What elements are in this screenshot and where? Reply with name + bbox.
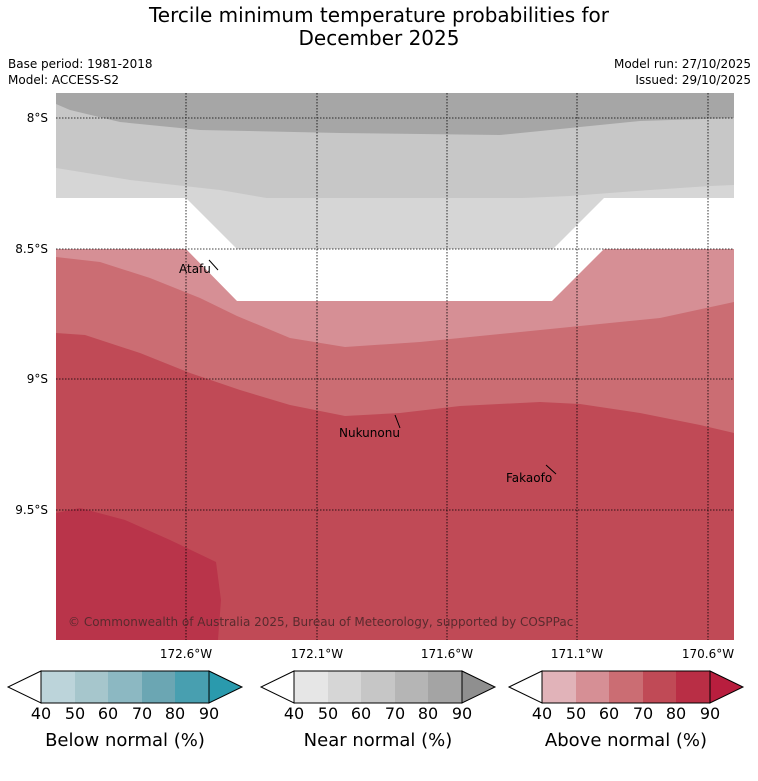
meta-right: Model run: 27/10/2025 Issued: 29/10/2025: [614, 56, 751, 88]
below-normal-swatch-80: [175, 671, 209, 703]
near-normal-swatch-40: [294, 671, 328, 703]
lat-label-8-5s: 8.5°S: [15, 242, 48, 256]
colorbar-near-normal: [259, 670, 497, 704]
tick: 40: [30, 704, 52, 723]
tick: 70: [384, 704, 406, 723]
near-normal-label: Near normal (%): [303, 730, 453, 751]
above-normal-80-area: [56, 508, 221, 640]
below-normal-swatch-70: [142, 671, 175, 703]
colorbar-above-normal: [507, 670, 745, 704]
above-normal-swatch-80: [676, 671, 710, 703]
below-normal-swatch-50: [75, 671, 108, 703]
tick: 50: [317, 704, 339, 723]
near-normal-80-area: [56, 93, 734, 135]
tick: 60: [598, 704, 620, 723]
above-normal-swatch-50: [576, 671, 609, 703]
tick: 80: [164, 704, 186, 723]
near-normal-50-atoll: [186, 198, 604, 249]
below-normal-label: Below normal (%): [45, 730, 205, 751]
above-normal-70-area: [56, 333, 734, 640]
lat-label-9s: 9°S: [26, 372, 48, 386]
tick: 60: [97, 704, 119, 723]
above-normal-min-arrow: [507, 670, 543, 704]
title-line-1: Tercile minimum temperature probabilitie…: [148, 3, 610, 27]
issued-date: Issued: 29/10/2025: [635, 73, 751, 87]
tick: 70: [632, 704, 654, 723]
lon-label-172-1w: 172.1°W: [290, 647, 344, 661]
near-normal-swatch-70: [395, 671, 428, 703]
above-normal-label: Above normal (%): [544, 730, 708, 751]
below-normal-min-arrow: [6, 670, 42, 704]
nukunonu-marker: [394, 414, 401, 429]
lon-label-171-6w: 171.6°W: [420, 647, 474, 661]
tick: 40: [283, 704, 305, 723]
model-run: Model run: 27/10/2025: [613, 57, 751, 71]
above-normal-max-arrow: [709, 670, 745, 704]
title-line-2: December 2025: [298, 26, 460, 50]
lon-label-170-6w: 170.6°W: [681, 647, 735, 661]
tick: 50: [64, 704, 86, 723]
lon-label-172-6w: 172.6°W: [159, 647, 213, 661]
tick: 40: [531, 704, 553, 723]
below-normal-swatch-40: [41, 671, 75, 703]
graticule: [56, 93, 734, 640]
tick: 90: [198, 704, 220, 723]
lat-label-8s: 8°S: [26, 111, 48, 125]
atafu-marker: [208, 259, 219, 271]
tick: 50: [565, 704, 587, 723]
near-normal-max-arrow: [461, 670, 497, 704]
fakaofo-label: Fakaofo: [506, 471, 552, 485]
tick: 80: [665, 704, 687, 723]
tick: 60: [350, 704, 372, 723]
above-normal-swatch-60: [609, 671, 643, 703]
near-normal-min-arrow: [259, 670, 295, 704]
near-normal-swatch-60: [361, 671, 395, 703]
lon-label-171-1w: 171.1°W: [550, 647, 604, 661]
tick: 90: [699, 704, 721, 723]
fakaofo-marker: [545, 464, 557, 475]
tick: 70: [131, 704, 153, 723]
meta-left: Base period: 1981-2018 Model: ACCESS-S2: [8, 56, 153, 88]
model-name: Model: ACCESS-S2: [8, 73, 120, 87]
tick: 90: [451, 704, 473, 723]
colorbar-below-normal: [6, 670, 244, 704]
atafu-label: Atafu: [179, 262, 211, 276]
tick: 80: [417, 704, 439, 723]
above-normal-swatch-40: [542, 671, 576, 703]
base-period: Base period: 1981-2018: [8, 57, 153, 71]
lat-label-9-5s: 9.5°S: [15, 503, 48, 517]
map-title: Tercile minimum temperature probabilitie…: [0, 4, 758, 50]
above-normal-swatch-70: [643, 671, 676, 703]
near-normal-swatch-50: [328, 671, 361, 703]
near-normal-swatch-80: [428, 671, 462, 703]
copyright-notice: © Commonwealth of Australia 2025, Bureau…: [68, 615, 573, 629]
below-normal-swatch-60: [108, 671, 142, 703]
nukunonu-label: Nukunonu: [339, 426, 400, 440]
below-normal-max-arrow: [208, 670, 244, 704]
